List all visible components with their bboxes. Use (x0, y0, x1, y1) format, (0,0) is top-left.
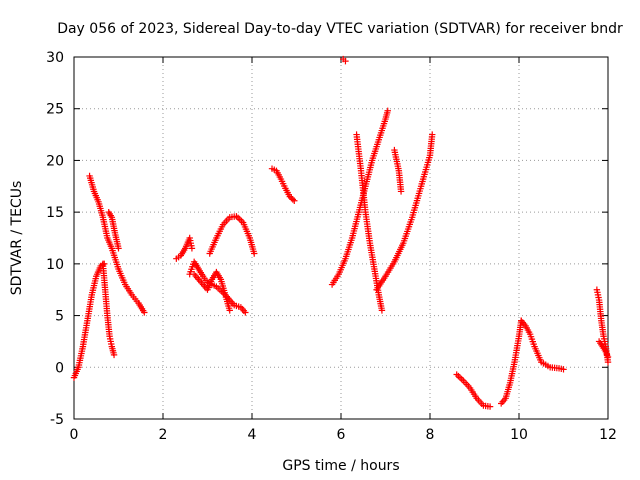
y-tick-label: 25 (46, 102, 64, 118)
series-arc-15 (453, 371, 494, 410)
data-point (486, 403, 494, 410)
data-point (226, 307, 233, 314)
data-point (604, 353, 612, 361)
data-point (242, 309, 249, 316)
y-tick-label: 20 (46, 153, 64, 169)
y-tick-label: 30 (46, 50, 64, 66)
data-point (115, 245, 122, 252)
series-arc-7 (190, 268, 233, 314)
series-arc-9 (268, 165, 298, 204)
ticks-layer: 0 2 4 6 8 10 12 -5 0 5 10 15 20 25 30 (46, 50, 617, 443)
y-axis-label: SDTVAR / TECUs (9, 181, 25, 296)
data-point (188, 245, 196, 252)
data-point (141, 309, 148, 316)
series-arc-3 (99, 260, 118, 359)
series-arc-16 (498, 317, 525, 407)
data-point (560, 366, 567, 373)
grid-layer (74, 57, 608, 419)
series-arc-13 (373, 131, 436, 293)
y-tick-label: -5 (50, 412, 64, 428)
x-axis-label: GPS time / hours (282, 458, 399, 474)
y-tick-label: 0 (55, 360, 64, 376)
series-arc-17 (518, 317, 567, 373)
x-tick-label: 8 (426, 427, 435, 443)
data-point (289, 196, 296, 203)
series-arc-6 (186, 258, 249, 316)
series-arc-2 (86, 172, 148, 316)
y-tick-label: 10 (46, 257, 64, 273)
series-arc-11 (328, 107, 391, 288)
series-arc-19 (595, 338, 612, 361)
data-point (378, 307, 386, 314)
data-point (291, 197, 298, 204)
plot-frame (73, 56, 609, 420)
series-arc-5 (173, 234, 196, 262)
y-tick-label: 15 (46, 205, 64, 221)
series-arc-10 (340, 55, 349, 65)
x-tick-label: 4 (248, 427, 257, 443)
data-point (286, 193, 294, 200)
chart-title: Day 056 of 2023, Sidereal Day-to-day VTE… (57, 21, 623, 37)
series-arc-18 (593, 286, 612, 366)
data-point (251, 250, 258, 257)
series-arc-4 (105, 208, 122, 252)
x-tick-label: 2 (159, 427, 168, 443)
x-tick-label: 6 (337, 427, 346, 443)
series-arc-8 (206, 213, 258, 257)
y-tick-label: 5 (55, 309, 64, 325)
series-arc-14 (391, 146, 405, 195)
data-point (288, 194, 295, 202)
data-point (110, 351, 118, 359)
x-tick-label: 10 (510, 427, 528, 443)
data-point (384, 107, 391, 114)
x-tick-label: 12 (599, 427, 617, 443)
x-tick-label: 0 (70, 427, 79, 443)
series-arc-1 (70, 260, 108, 381)
data-points (70, 55, 612, 410)
data-point (342, 57, 349, 65)
data-point (429, 131, 436, 138)
data-point (397, 188, 405, 195)
